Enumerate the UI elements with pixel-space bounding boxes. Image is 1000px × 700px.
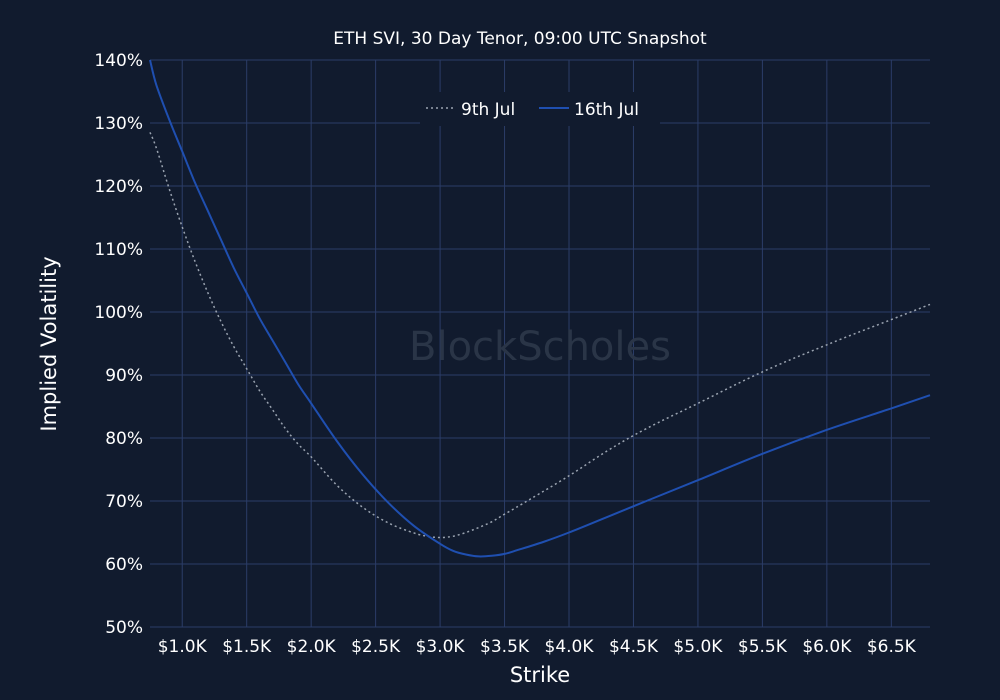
tick-labels: 50% 60% 70% 80% 90% 100% 110% 120% 130% 140% $1.0K…	[94, 51, 916, 657]
y-tick-label: 70%	[105, 492, 143, 512]
legend-label-16th-jul[interactable]: 16th Jul	[574, 100, 639, 120]
x-tick-label: $6.5K	[867, 637, 917, 657]
x-tick-label: $3.5K	[480, 637, 530, 657]
y-tick-label: 60%	[105, 555, 143, 575]
series-line-16th-jul	[149, 59, 931, 558]
x-tick-label: $5.5K	[738, 637, 788, 657]
x-tick-label: $3.0K	[416, 637, 466, 657]
y-tick-label: 120%	[94, 177, 143, 197]
series-lines	[149, 59, 931, 558]
x-axis-title: Strike	[510, 663, 570, 687]
x-tick-label: $1.5K	[222, 637, 272, 657]
x-tick-label: $1.0K	[158, 637, 208, 657]
legend-label-9th-jul[interactable]: 9th Jul	[461, 100, 515, 120]
x-tick-label: $5.0K	[673, 637, 723, 657]
legend: 9th Jul 16th Jul	[420, 92, 660, 126]
y-tick-label: 100%	[94, 303, 143, 323]
x-tick-label: $4.0K	[545, 637, 595, 657]
x-tick-label: $2.5K	[351, 637, 401, 657]
y-tick-label: 80%	[105, 429, 143, 449]
y-tick-label: 130%	[94, 114, 143, 134]
y-tick-label: 140%	[94, 51, 143, 71]
y-tick-label: 90%	[105, 366, 143, 386]
x-tick-label: $2.0K	[287, 637, 337, 657]
y-axis-title: Implied Volatility	[37, 256, 61, 431]
watermark: BlockScholes	[409, 324, 671, 370]
chart-title: ETH SVI, 30 Day Tenor, 09:00 UTC Snapsho…	[333, 29, 707, 49]
y-tick-label: 110%	[94, 240, 143, 260]
x-tick-label: $4.5K	[609, 637, 659, 657]
x-tick-label: $6.0K	[802, 637, 852, 657]
y-tick-label: 50%	[105, 618, 143, 638]
grid	[150, 59, 930, 628]
